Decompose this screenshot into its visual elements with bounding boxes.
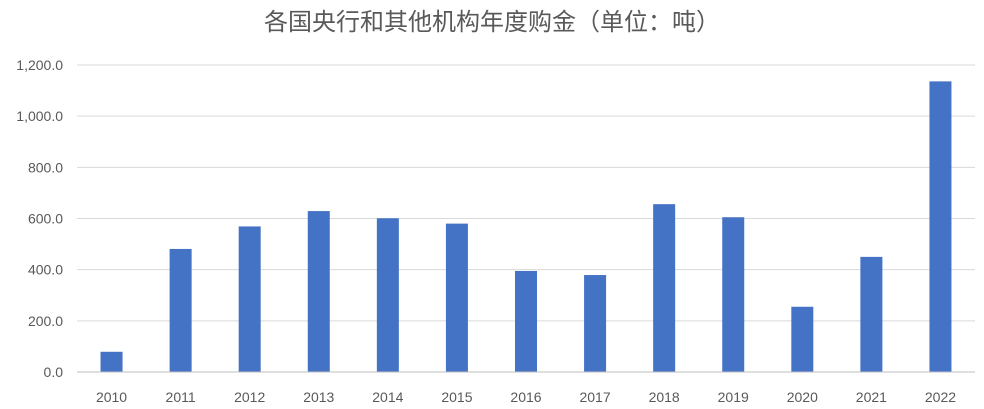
bar-2011: [169, 248, 192, 372]
x-tick-label: 2016: [510, 389, 541, 405]
y-tick-label: 400.0: [28, 262, 63, 278]
bar-2019: [722, 217, 745, 372]
x-tick-label: 2021: [856, 389, 887, 405]
bar-2021: [860, 256, 883, 372]
y-axis-ticks: 0.0 200.0 400.0 600.0 800.0 1,000.0 1,200.0: [16, 57, 63, 380]
x-tick-label: 2013: [303, 389, 334, 405]
x-tick-label: 2011: [166, 389, 196, 405]
x-tick-label: 2012: [234, 389, 265, 405]
x-tick-label: 2010: [96, 389, 127, 405]
x-axis-ticks: 2010 2011 2012 2013 2014 2015 2016 2017 2018 2019…: [96, 389, 956, 405]
x-tick-label: 2020: [787, 389, 818, 405]
bar-2015: [445, 223, 468, 372]
bar-2016: [515, 270, 537, 372]
bar-2018: [653, 204, 676, 372]
x-tick-label: 2022: [925, 389, 956, 405]
gridlines: [77, 64, 975, 322]
y-tick-label: 600.0: [28, 211, 63, 227]
chart-title: 各国央行和其他机构年度购金（单位：吨）: [264, 8, 720, 36]
bar-2014: [376, 218, 399, 372]
bars: [100, 81, 952, 372]
x-tick-label: 2015: [441, 389, 472, 405]
y-tick-label: 800.0: [28, 159, 63, 175]
y-tick-label: 1,200.0: [16, 57, 63, 73]
x-tick-label: 2014: [372, 389, 403, 405]
bar-2022: [929, 81, 952, 372]
bar-2010: [100, 351, 123, 372]
y-tick-label: 1,000.0: [16, 108, 63, 124]
x-tick-label: 2018: [649, 389, 680, 405]
y-tick-label: 200.0: [28, 313, 63, 329]
y-tick-label: 0.0: [44, 364, 64, 380]
x-tick-label: 2017: [579, 389, 610, 405]
bar-2012: [238, 226, 261, 372]
bar-2020: [791, 306, 814, 372]
bar-2013: [307, 211, 330, 372]
x-tick-label: 2019: [718, 389, 749, 405]
bar-2017: [584, 275, 607, 372]
